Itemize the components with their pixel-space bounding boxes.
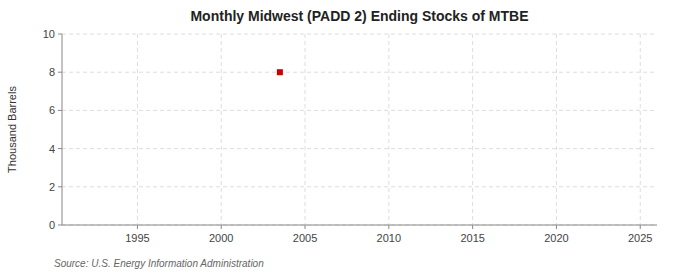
y-tick <box>58 148 62 149</box>
x-tick <box>221 225 222 229</box>
grid-line-x <box>305 34 306 225</box>
axes: 1995 2000 2005 2010 2015 2020 2025 0 2 4 6 8 10 <box>43 28 657 244</box>
grid-line-x <box>556 34 557 225</box>
x-tick <box>640 225 641 229</box>
y-axis-line <box>62 34 63 225</box>
y-tick-label: 6 <box>49 104 55 116</box>
grid-line-y <box>62 148 657 149</box>
x-tick-label: 2015 <box>460 232 484 244</box>
x-tick-label: 2000 <box>209 232 233 244</box>
y-tick-label: 4 <box>49 143 55 155</box>
x-tick-label: 2010 <box>377 232 401 244</box>
points <box>277 69 283 75</box>
x-tick <box>556 225 557 229</box>
y-tick <box>58 34 62 35</box>
grid-line-y <box>62 225 657 226</box>
grid-line-y <box>62 34 657 35</box>
x-tick <box>388 225 389 229</box>
grid-line-x <box>388 34 389 225</box>
y-tick-label: 2 <box>49 181 55 193</box>
x-tick-label: 2005 <box>293 232 317 244</box>
x-tick-label: 2025 <box>628 232 652 244</box>
x-tick-label: 2020 <box>544 232 568 244</box>
title: Monthly Midwest (PADD 2) Ending Stocks o… <box>190 8 528 24</box>
grid-line-x <box>472 34 473 225</box>
grid-line-y <box>62 110 657 111</box>
x-tick <box>305 225 306 229</box>
y-tick-label: 0 <box>49 219 55 231</box>
grid-line-x <box>640 34 641 225</box>
y-tick <box>58 186 62 187</box>
x-tick-label: 1995 <box>125 232 149 244</box>
x-tick <box>137 225 138 229</box>
y-tick <box>58 225 62 226</box>
grid-line-y <box>62 186 657 187</box>
grid-line-x <box>137 34 138 225</box>
y-axis-label: Thousand Barrels <box>6 86 18 173</box>
y-tick <box>58 110 62 111</box>
y-tick <box>58 72 62 73</box>
annotation: Source: U.S. Energy Information Administ… <box>54 258 264 269</box>
x-tick <box>472 225 473 229</box>
grid-line-y <box>62 72 657 73</box>
y-tick-label: 8 <box>49 66 55 78</box>
chart-container: Monthly Midwest (PADD 2) Ending Stocks o… <box>0 0 675 275</box>
grid <box>62 34 657 225</box>
point <box>277 69 283 75</box>
x-axis-line <box>62 225 657 226</box>
grid-line-x <box>221 34 222 225</box>
chart-svg: Monthly Midwest (PADD 2) Ending Stocks o… <box>0 0 675 275</box>
y-tick-label: 10 <box>43 28 55 40</box>
